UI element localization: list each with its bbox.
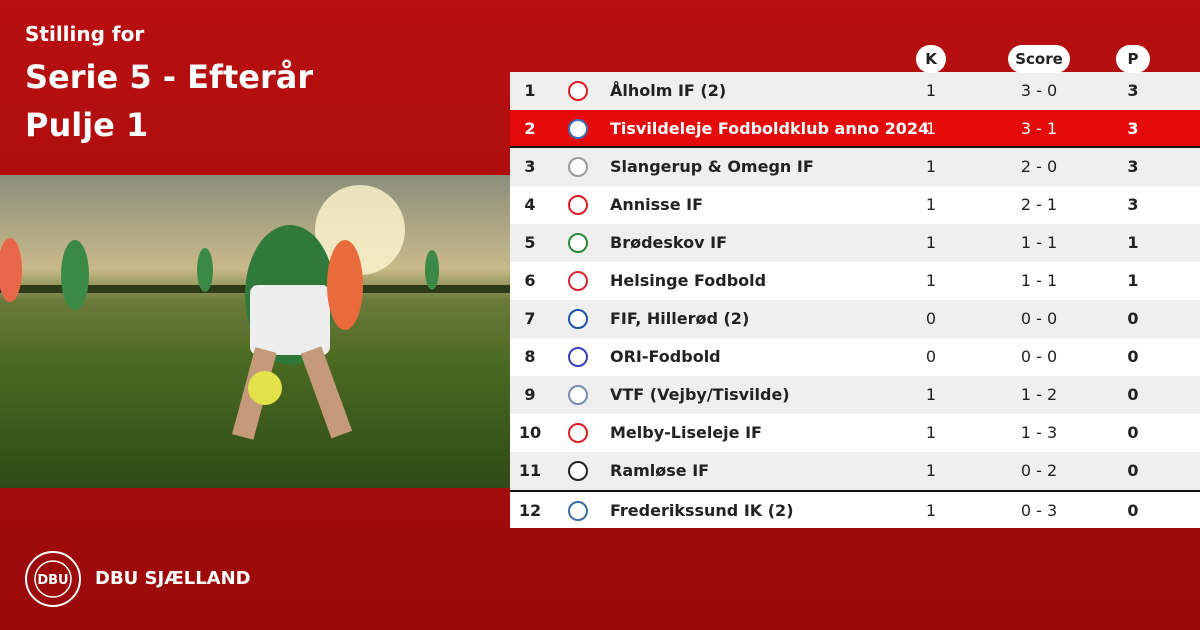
score: 2 - 1 (1020, 195, 1058, 214)
team-logo (568, 119, 588, 139)
photo (0, 175, 510, 488)
score: 0 - 0 (1020, 309, 1058, 328)
table-row: 12 Frederikssund IK (2) 1 0 - 3 0 (510, 490, 1200, 528)
team-logo (568, 385, 588, 405)
photo-art (0, 185, 510, 440)
played: 0 (925, 309, 937, 328)
played: 1 (925, 423, 937, 442)
table-row-highlighted: 2 Tisvildeleje Fodboldklub anno 2024 1 3 - … (510, 110, 1200, 148)
score: 1 - 1 (1020, 271, 1058, 290)
played: 1 (925, 119, 937, 138)
points: 0 (1127, 309, 1139, 328)
points: 0 (1127, 501, 1139, 520)
score: 1 - 3 (1020, 423, 1058, 442)
points: 3 (1127, 195, 1139, 214)
score: 2 - 0 (1020, 157, 1058, 176)
team-name: Ålholm IF (2) (610, 81, 727, 100)
dbu-logo: DBU (25, 551, 81, 607)
team-logo (568, 461, 588, 481)
standings-table: 1 Ålholm IF (2) 1 3 - 0 3 2 Tisvildeleje Fodbo… (510, 72, 1200, 528)
table-row: 9 VTF (Vejby/Tisvilde) 1 1 - 2 0 (510, 376, 1200, 414)
points: 1 (1127, 271, 1139, 290)
team-logo (568, 233, 588, 253)
table-row: 1 Ålholm IF (2) 1 3 - 0 3 (510, 72, 1200, 110)
team-logo (568, 157, 588, 177)
team-logo (568, 309, 588, 329)
points: 1 (1127, 233, 1139, 252)
rank: 10 (518, 423, 542, 442)
score: 0 - 3 (1020, 501, 1058, 520)
table-row: 11 Ramløse IF 1 0 - 2 0 (510, 452, 1200, 490)
played: 1 (925, 385, 937, 404)
team-name: FIF, Hillerød (2) (610, 309, 750, 328)
points: 0 (1127, 385, 1139, 404)
logo-text: DBU (37, 573, 68, 588)
points: 3 (1127, 119, 1139, 138)
team-logo (568, 347, 588, 367)
column-header: K (916, 45, 946, 73)
rank: 8 (524, 347, 536, 366)
table-row: 4 Annisse IF 1 2 - 1 3 (510, 186, 1200, 224)
team-logo (568, 195, 588, 215)
rank: 12 (518, 501, 542, 520)
subtitle: Pulje 1 (25, 106, 149, 144)
team-logo (568, 81, 588, 101)
points: 3 (1127, 81, 1139, 100)
team-name: ORI-Fodbold (610, 347, 721, 366)
rank: 9 (524, 385, 536, 404)
title: Serie 5 - Efterår (25, 58, 314, 96)
table-row: 3 Slangerup & Omegn IF 1 2 - 0 3 (510, 148, 1200, 186)
rank: 1 (524, 81, 536, 100)
score: 3 - 1 (1020, 119, 1058, 138)
team-name: Annisse IF (610, 195, 703, 214)
team-logo (568, 271, 588, 291)
table-row: 8 ORI-Fodbold 0 0 - 0 0 (510, 338, 1200, 376)
team-name: Ramløse IF (610, 461, 710, 480)
team-name: VTF (Vejby/Tisvilde) (610, 385, 790, 404)
brand: DBU SJÆLLAND (95, 568, 251, 589)
column-header: P (1116, 45, 1150, 73)
score: 1 - 1 (1020, 233, 1058, 252)
rank: 7 (524, 309, 536, 328)
team-logo (568, 423, 588, 443)
rank: 5 (524, 233, 536, 252)
kicker: Stilling for (25, 22, 145, 46)
played: 1 (925, 233, 937, 252)
played: 1 (925, 271, 937, 290)
score: 0 - 2 (1020, 461, 1058, 480)
team-logo (568, 501, 588, 521)
team-name: Melby-Liseleje IF (610, 423, 762, 442)
played: 1 (925, 501, 937, 520)
team-name: Frederikssund IK (2) (610, 501, 794, 520)
played: 1 (925, 461, 937, 480)
rank: 4 (524, 195, 536, 214)
points: 0 (1127, 423, 1139, 442)
table-row: 10 Melby-Liseleje IF 1 1 - 3 0 (510, 414, 1200, 452)
table-row: 6 Helsinge Fodbold 1 1 - 1 1 (510, 262, 1200, 300)
score: 3 - 0 (1020, 81, 1058, 100)
rank: 2 (524, 119, 536, 138)
played: 0 (925, 347, 937, 366)
table-row: 7 FIF, Hillerød (2) 0 0 - 0 0 (510, 300, 1200, 338)
played: 1 (925, 195, 937, 214)
rank: 3 (524, 157, 536, 176)
played: 1 (925, 81, 937, 100)
team-name: Helsinge Fodbold (610, 271, 767, 290)
score: 0 - 0 (1020, 347, 1058, 366)
team-name: Tisvildeleje Fodboldklub anno 2024 (610, 119, 930, 138)
score: 1 - 2 (1020, 385, 1058, 404)
rank: 6 (524, 271, 536, 290)
team-name: Slangerup & Omegn IF (610, 157, 814, 176)
rank: 11 (518, 461, 542, 480)
points: 0 (1127, 461, 1139, 480)
column-header: Score (1008, 45, 1070, 73)
points: 3 (1127, 157, 1139, 176)
points: 0 (1127, 347, 1139, 366)
table-row: 5 Brødeskov IF 1 1 - 1 1 (510, 224, 1200, 262)
team-name: Brødeskov IF (610, 233, 727, 252)
played: 1 (925, 157, 937, 176)
